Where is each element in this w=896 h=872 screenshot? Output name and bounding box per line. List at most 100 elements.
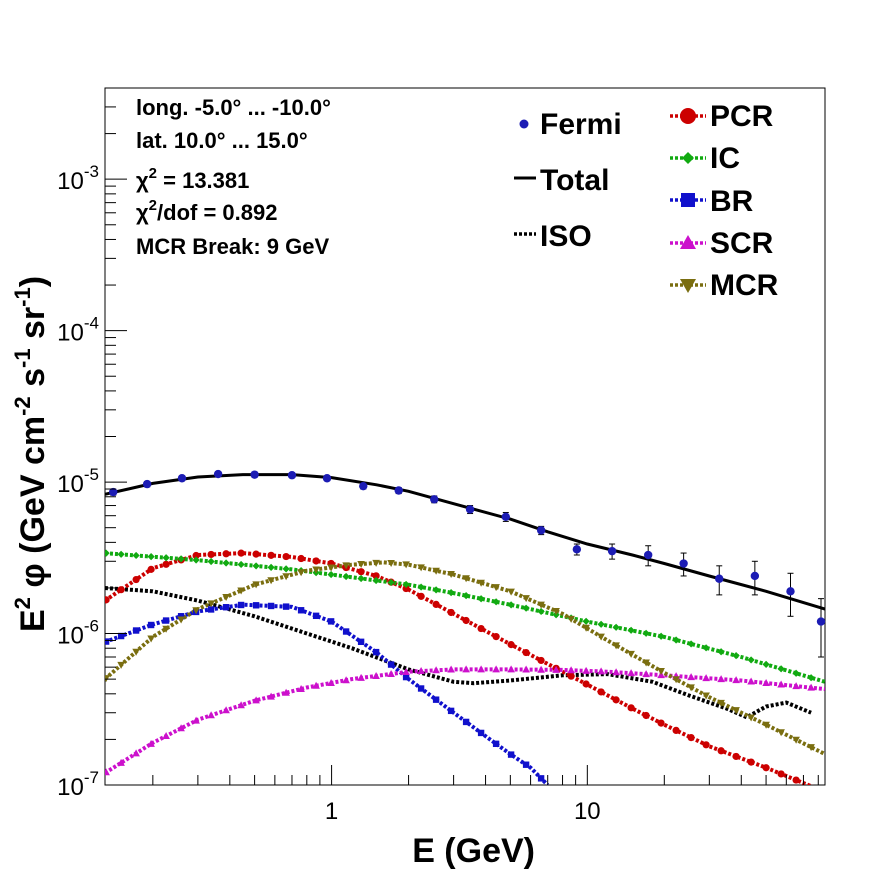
fermi-point [359, 481, 368, 491]
marker-mcr [342, 562, 350, 570]
marker-mcr [747, 714, 755, 722]
marker-mcr [177, 616, 185, 624]
marker-br [117, 632, 125, 640]
marker-scr [732, 676, 740, 684]
marker-ic [612, 623, 620, 631]
legend-total-label: Total [540, 164, 609, 197]
legend: Fermi Total ISO PCR IC BR SCR MCR [514, 100, 779, 302]
marker-pcr [417, 592, 425, 600]
marker-pcr [357, 568, 365, 576]
marker-scr [537, 665, 545, 673]
marker-ic [132, 551, 140, 560]
marker-scr [447, 665, 455, 673]
marker-scr [522, 665, 530, 673]
marker-mcr [567, 615, 575, 623]
marker-mcr [162, 625, 170, 633]
marker-ic [807, 674, 815, 682]
marker-mcr [792, 736, 800, 744]
marker-scr [432, 666, 440, 674]
marker-scr [402, 668, 410, 676]
fermi-point [213, 469, 223, 479]
marker-mcr [612, 642, 620, 650]
marker-pcr [192, 551, 200, 560]
marker-mcr [237, 587, 245, 595]
marker-pcr [447, 608, 455, 617]
marker-ic [177, 555, 185, 563]
marker-ic [105, 549, 110, 557]
marker-br [252, 602, 260, 609]
series-curves [105, 473, 825, 785]
marker-scr [117, 758, 125, 766]
marker-ic [687, 640, 695, 648]
marker-mcr [267, 577, 275, 585]
marker-ic [582, 617, 590, 625]
marker-ic [447, 589, 455, 597]
marker-scr [747, 677, 755, 685]
legend-ic-marker [682, 152, 694, 164]
marker-scr [105, 768, 110, 776]
marker-scr [222, 706, 230, 714]
marker-ic [507, 601, 515, 609]
marker-ic [267, 563, 275, 571]
marker-scr [642, 670, 650, 678]
marker-pcr [702, 741, 710, 749]
fermi-point [607, 546, 617, 556]
x-tick-label: 10 [574, 798, 601, 825]
y-tick-label: 10-5 [57, 465, 99, 498]
fermi-point [109, 487, 118, 497]
marker-mcr [762, 721, 770, 729]
marker-pcr [642, 711, 650, 720]
marker-br [372, 648, 380, 656]
fermi-point [750, 571, 760, 581]
marker-pcr [597, 688, 605, 696]
marker-ic [642, 629, 650, 637]
marker-mcr [117, 661, 125, 669]
annotation-latitude: lat. 10.0° ... 15.0° [136, 128, 308, 153]
legend-ic-label: IC [710, 142, 740, 175]
marker-ic [357, 574, 365, 583]
marker-mcr [507, 588, 515, 596]
marker-pcr [777, 770, 785, 778]
marker-scr [507, 665, 515, 673]
fit-info: long. -5.0° ... -10.0° lat. 10.0° ... 15… [136, 95, 331, 259]
marker-pcr [312, 557, 320, 565]
fermi-point [786, 587, 795, 596]
fermi-point [715, 574, 724, 583]
marker-mcr [672, 676, 680, 684]
marker-ic [522, 604, 530, 612]
marker-scr [132, 749, 140, 757]
marker-pcr [372, 572, 380, 580]
marker-scr [597, 667, 605, 675]
marker-scr [417, 667, 425, 675]
marker-scr [342, 676, 350, 684]
marker-ic [117, 550, 125, 558]
y-tick-label: 10-7 [57, 768, 99, 801]
marker-scr [792, 682, 800, 690]
marker-mcr [417, 564, 425, 572]
marker-pcr [462, 616, 470, 625]
marker-br [342, 628, 350, 635]
marker-pcr [267, 551, 275, 559]
marker-pcr [222, 550, 230, 558]
marker-br [177, 613, 185, 620]
marker-scr [492, 665, 500, 673]
marker-scr [717, 675, 725, 683]
fermi-point [643, 550, 653, 560]
annotation-chi2: χ2 = 13.381 [136, 165, 249, 193]
marker-pcr [105, 596, 110, 604]
marker-br [432, 696, 440, 703]
legend-scr-label: SCR [710, 227, 774, 260]
marker-mcr [732, 707, 740, 715]
marker-mcr [147, 635, 155, 643]
marker-br [357, 638, 365, 646]
marker-scr [762, 679, 770, 687]
fermi-point [679, 559, 688, 568]
y-tick-label: 10-3 [57, 162, 99, 195]
x-axis-title: E (GeV) [412, 832, 535, 870]
marker-pcr [567, 672, 575, 680]
marker-br [282, 603, 290, 610]
legend-pcr-marker [680, 108, 696, 124]
fermi-point [536, 526, 546, 535]
fermi-point [465, 505, 475, 514]
marker-ic [372, 576, 380, 585]
